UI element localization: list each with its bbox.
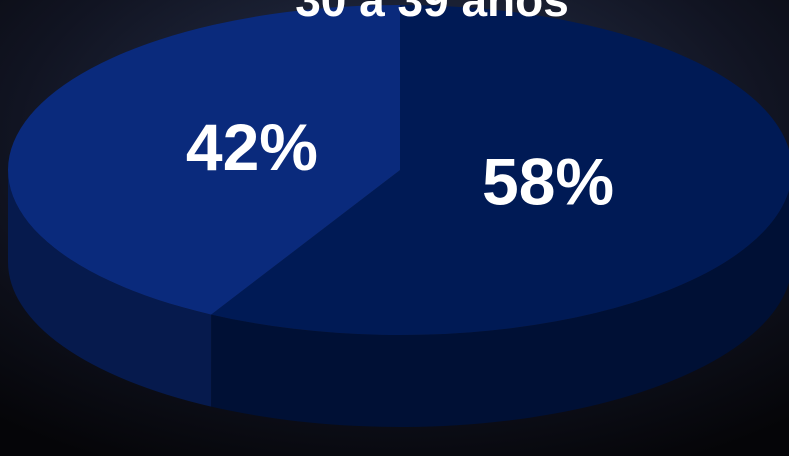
pie-slice	[7, 5, 400, 315]
pie-side	[211, 190, 789, 427]
pie-slice	[211, 5, 789, 335]
data-label: 58%	[482, 145, 614, 219]
chart-title: 30 a 39 años	[295, 0, 569, 26]
data-label: 42%	[186, 110, 318, 184]
pie-side	[8, 170, 212, 407]
pie: 58% 42%	[7, 5, 789, 427]
pie-sides	[8, 170, 789, 427]
pie-tops: 58% 42%	[7, 5, 789, 335]
